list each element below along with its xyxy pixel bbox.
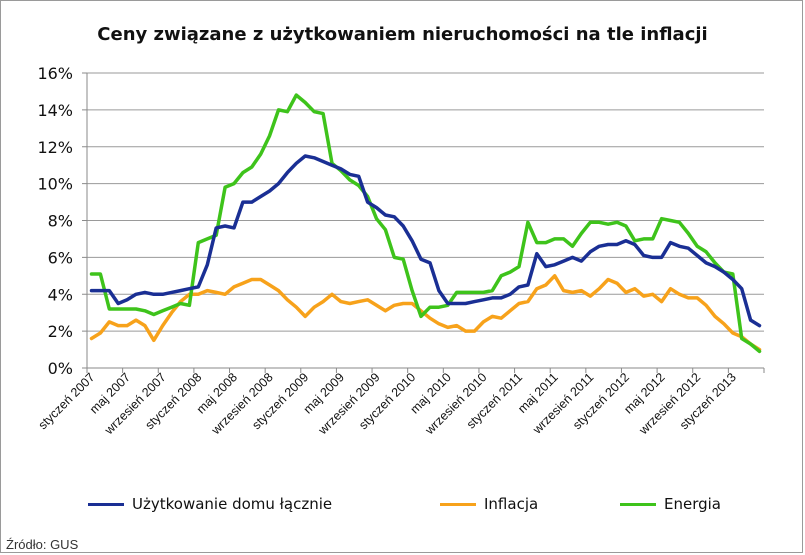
- x-tick-label: wrzesień 2010: [422, 370, 490, 438]
- legend-item-uzytkowanie: Użytkowanie domu łącznie: [88, 495, 332, 513]
- y-tick-label: 6%: [48, 248, 73, 267]
- y-tick-label: 8%: [48, 212, 73, 231]
- legend-item-energia: Energia: [620, 495, 721, 513]
- y-tick-label: 12%: [37, 138, 73, 157]
- y-tick-label: 10%: [37, 175, 73, 194]
- legend-label-energia: Energia: [664, 495, 721, 513]
- legend-label-inflacja: Inflacja: [484, 495, 539, 513]
- x-tick-label: wrzesień 2007: [101, 370, 169, 438]
- legend-label-uzytkowanie: Użytkowanie domu łącznie: [132, 495, 333, 513]
- x-tick-label: wrzesień 2009: [315, 370, 383, 438]
- y-tick-label: 14%: [37, 101, 73, 120]
- x-tick-label: styczeń 2007: [36, 370, 98, 432]
- legend: Użytkowanie domu łącznie Inflacja Energi…: [0, 495, 805, 519]
- y-tick-label: 16%: [37, 64, 73, 83]
- series-line-uzytkowanie: [89, 154, 762, 328]
- y-tick-label: 2%: [48, 322, 73, 341]
- series-line-energia: [89, 93, 762, 354]
- legend-swatch-inflacja: [440, 502, 476, 506]
- legend-swatch-energia: [620, 502, 656, 506]
- axes: [82, 72, 765, 373]
- y-tick-labels: 0% 2% 4% 6% 8% 10% 12% 14% 16%: [37, 64, 73, 378]
- gridlines: [87, 72, 764, 332]
- series-lines: [89, 93, 762, 354]
- source-note: Źródło: GUS: [6, 537, 79, 552]
- y-tick-label: 4%: [48, 285, 73, 304]
- x-tick-label: wrzesień 2008: [208, 370, 276, 438]
- legend-swatch-uzytkowanie: [88, 502, 124, 506]
- series-line-inflacja: [89, 274, 762, 352]
- x-tick-label: wrzesień 2012: [636, 370, 704, 438]
- chart-title: Ceny związane z użytkowaniem nieruchomoś…: [97, 24, 708, 45]
- y-tick-label: 0%: [48, 359, 73, 378]
- legend-item-inflacja: Inflacja: [440, 495, 538, 513]
